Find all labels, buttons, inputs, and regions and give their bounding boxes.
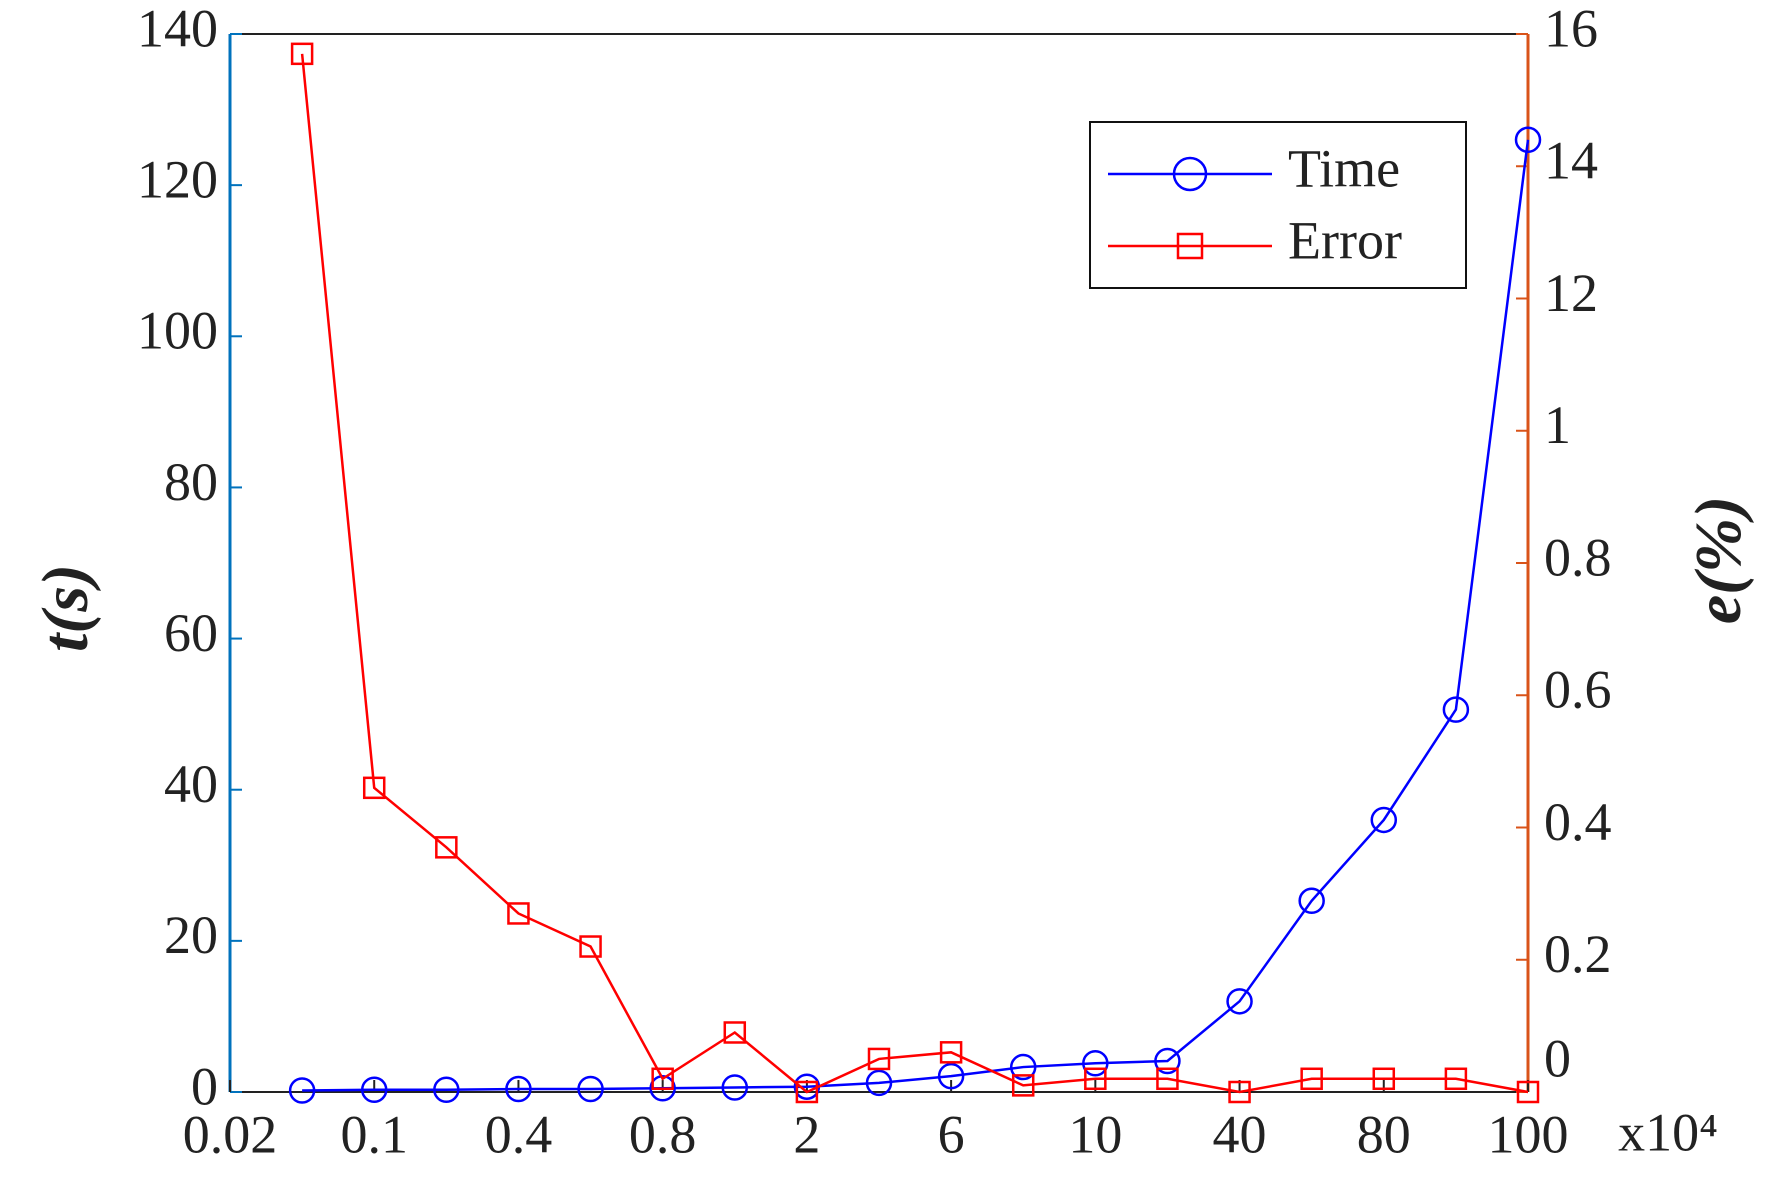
y2-tick-label: 12: [1544, 263, 1598, 323]
data-point: [867, 1047, 891, 1071]
data-point: [865, 1069, 893, 1097]
data-point: [1444, 1067, 1468, 1091]
data-point: [795, 1080, 819, 1104]
y2-tick-label: 14: [1544, 131, 1598, 191]
data-point: [505, 1075, 532, 1103]
y-tick-label: 120: [137, 150, 218, 210]
x-tick-label: 10: [1068, 1104, 1122, 1164]
data-point: [433, 1076, 460, 1103]
data-point: [579, 935, 602, 958]
data-point: [1226, 988, 1253, 1015]
data-point: [507, 902, 530, 925]
data-point: [939, 1041, 963, 1064]
x-tick-label: 0.8: [629, 1104, 697, 1164]
data-point: [360, 1076, 388, 1103]
x-tick-label: 100: [1488, 1104, 1569, 1164]
data-point: [1372, 1067, 1396, 1091]
y2-tick-label: 0.2: [1544, 924, 1612, 984]
y-tick-label: 140: [137, 0, 218, 58]
y-tick-label: 0: [191, 1056, 218, 1116]
data-point: [651, 1067, 674, 1091]
y2-tick-label: 0: [1544, 1028, 1571, 1088]
y-tick-label: 40: [164, 754, 218, 814]
x-tick-label: 0.4: [485, 1104, 553, 1164]
data-point: [1156, 1067, 1179, 1091]
data-point: [1300, 1067, 1323, 1091]
data-point: [1009, 1053, 1037, 1081]
legend-box: [1089, 121, 1467, 289]
x-axis-suffix: x10⁴: [1618, 1102, 1718, 1162]
data-point: [937, 1062, 965, 1090]
series-line: [300, 53, 1529, 1094]
data-point: [435, 836, 458, 859]
x-tick-label: 40: [1213, 1104, 1267, 1164]
x-tick-label: 0.1: [340, 1104, 408, 1164]
data-point: [721, 1074, 749, 1101]
data-point: [362, 776, 386, 800]
y-tick-label: 20: [164, 905, 218, 965]
y2-tick-label: 0.4: [1544, 792, 1612, 852]
y-tick-label: 80: [164, 452, 218, 512]
data-point: [1228, 1080, 1251, 1104]
data-point: [1514, 126, 1542, 154]
data-point: [577, 1075, 604, 1103]
y2-tick-label: 1: [1544, 395, 1571, 455]
x-tick-label: 0.02: [183, 1104, 278, 1164]
y-axis-label: t(s): [29, 564, 102, 652]
legend-marker: [1172, 156, 1208, 192]
y2-tick-label: 0.6: [1544, 660, 1612, 720]
y2-tick-label: 0.8: [1544, 527, 1612, 587]
data-point: [290, 42, 314, 66]
y2-tick-label: 16: [1544, 0, 1598, 58]
y-tick-label: 60: [164, 603, 218, 663]
x-tick-label: 2: [793, 1104, 820, 1164]
x-tick-label: 6: [938, 1104, 965, 1164]
y-tick-label: 100: [137, 301, 218, 361]
data-point: [288, 1077, 316, 1104]
y2-axis-label: e(%): [1682, 496, 1755, 624]
data-point: [1516, 1080, 1540, 1104]
legend-marker: [1176, 232, 1204, 260]
data-point: [1082, 1050, 1109, 1077]
data-point: [1084, 1067, 1107, 1091]
x-tick-label: 80: [1357, 1104, 1411, 1164]
legend-label: Error: [1288, 210, 1402, 270]
data-point: [1154, 1047, 1181, 1075]
legend-label: Time: [1288, 138, 1400, 198]
data-point: [1298, 887, 1325, 915]
data-point: [1442, 696, 1470, 723]
data-point: [1011, 1074, 1035, 1097]
data-point: [723, 1021, 747, 1044]
data-point: [1370, 806, 1398, 834]
